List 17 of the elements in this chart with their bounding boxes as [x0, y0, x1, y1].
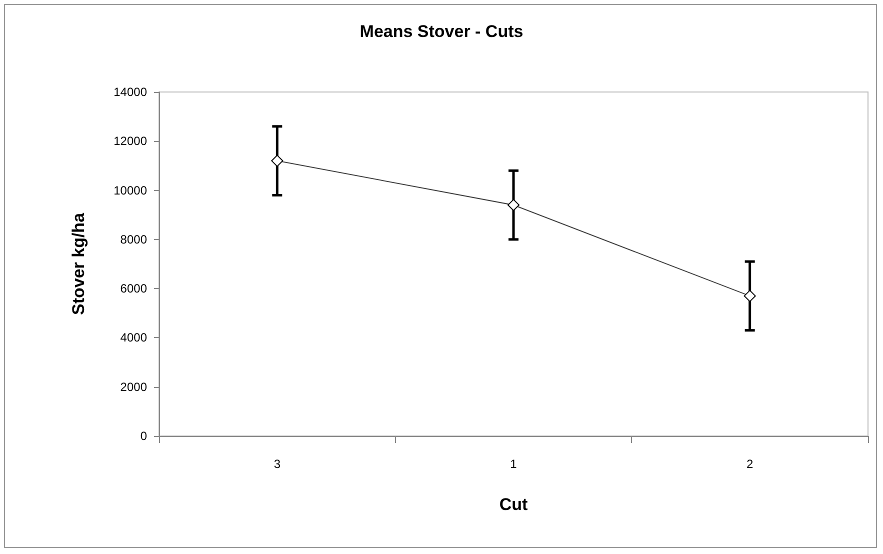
- x-tick-label: 2: [746, 457, 754, 471]
- chart-title: Means Stover - Cuts: [360, 22, 524, 41]
- y-tick-label: 2000: [120, 380, 148, 394]
- x-tick-label: 1: [510, 457, 518, 471]
- x-axis-title: Cut: [499, 495, 528, 514]
- point: [744, 290, 756, 302]
- point: [271, 154, 284, 167]
- point: [508, 199, 520, 212]
- y-tick-label: 6000: [120, 282, 148, 296]
- y-tick-label: 14000: [114, 85, 148, 99]
- y-tick-label: 4000: [120, 330, 148, 345]
- y-tick-label: 0: [140, 429, 148, 443]
- x-tick-label: 3: [274, 457, 281, 471]
- y-tick-label: 10000: [114, 183, 148, 198]
- y-tick-label: 12000: [114, 134, 148, 148]
- y-axis-title: Stover kg/ha: [69, 212, 88, 316]
- y-tick-label: 8000: [120, 232, 148, 246]
